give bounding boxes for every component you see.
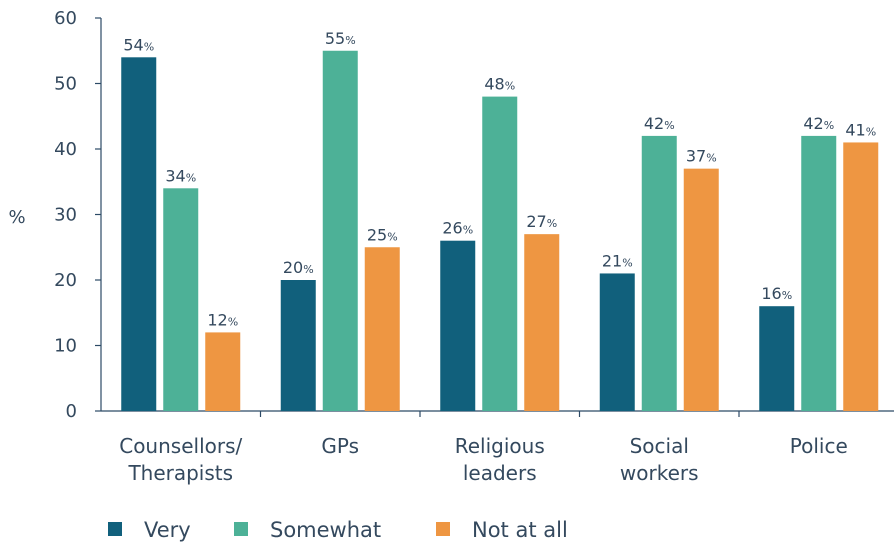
x-category-label: Social workers: [620, 434, 699, 485]
bars: [121, 50, 879, 412]
y-tick-label: 40: [54, 139, 77, 160]
legend-swatch: [436, 522, 450, 536]
bar-somewhat: [322, 50, 358, 411]
y-tick-label: 20: [54, 270, 77, 291]
y-axis: 0 10 20 30 40 50 60%: [8, 8, 102, 422]
bar-very: [280, 280, 316, 411]
legend-label: Somewhat: [270, 518, 381, 542]
x-category-label: Religious leaders: [455, 434, 545, 485]
y-tick-label: 50: [54, 74, 77, 95]
x-category-label: Counsellors/Therapists: [119, 434, 242, 485]
data-label: 37%: [686, 147, 717, 166]
data-label: 42%: [803, 114, 834, 133]
data-label: 41%: [845, 120, 876, 139]
data-label: 12%: [207, 310, 238, 329]
bar-very: [599, 273, 635, 411]
data-label: 26%: [442, 219, 473, 238]
data-label: 16%: [761, 284, 792, 303]
data-label: 21%: [602, 251, 633, 270]
legend: Very Somewhat Not at all: [108, 518, 568, 542]
data-label: 55%: [325, 29, 356, 48]
bar-very: [440, 240, 476, 411]
bar-very: [759, 306, 795, 411]
bar-not-at-all: [843, 142, 879, 411]
x-category-label: Police: [790, 434, 848, 458]
bar-somewhat: [641, 135, 677, 411]
data-labels: 54% 34% 12% 20% 55% 25% 26% 48% 27% 21% 42% 37% 16% 4…: [123, 29, 876, 330]
bar-somewhat: [163, 188, 199, 411]
y-axis-title: %: [8, 207, 25, 228]
legend-label: Not at all: [472, 518, 568, 542]
bar-not-at-all: [683, 168, 719, 411]
data-label: 25%: [367, 225, 398, 244]
data-label: 54%: [123, 35, 154, 54]
bar-not-at-all: [205, 332, 241, 411]
bar-somewhat: [482, 96, 518, 411]
y-tick-label: 0: [66, 401, 77, 422]
legend-label: Very: [144, 518, 191, 542]
data-label: 20%: [283, 258, 314, 277]
legend-swatch: [108, 522, 122, 536]
data-label: 42%: [644, 114, 675, 133]
data-label: 34%: [165, 166, 196, 185]
bar-not-at-all: [364, 247, 400, 411]
bar-very: [121, 57, 157, 412]
data-label: 27%: [526, 212, 557, 231]
y-tick-label: 10: [54, 336, 77, 357]
bar-somewhat: [801, 135, 837, 411]
x-category-label: GPs: [321, 434, 359, 458]
y-tick-label: 60: [54, 8, 77, 29]
x-axis: Counsellors/Therapists GPs Religious leader…: [101, 410, 894, 485]
bar-not-at-all: [524, 234, 560, 411]
y-tick-label: 30: [54, 205, 77, 226]
data-label: 48%: [484, 75, 515, 94]
legend-swatch: [234, 522, 248, 536]
